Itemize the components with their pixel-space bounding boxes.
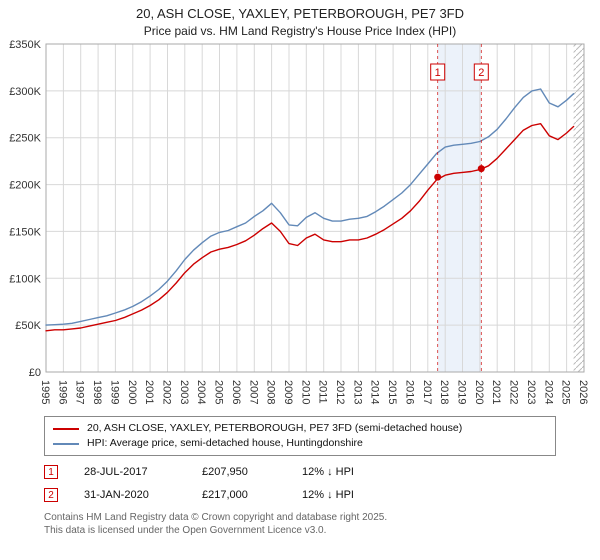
- sale-2-marker-box: 2: [44, 488, 58, 502]
- svg-text:1998: 1998: [91, 380, 103, 404]
- svg-text:1999: 1999: [108, 380, 120, 404]
- svg-text:2025: 2025: [560, 380, 572, 404]
- footer-line-2: This data is licensed under the Open Gov…: [44, 525, 327, 536]
- svg-text:2010: 2010: [299, 380, 311, 404]
- svg-text:£100K: £100K: [9, 273, 41, 285]
- page-subtitle: Price paid vs. HM Land Registry's House …: [143, 24, 457, 38]
- sale-point: [434, 173, 442, 181]
- legend-hpi-label: HPI: Average price, semi-detached house,…: [87, 437, 363, 449]
- svg-text:2003: 2003: [178, 380, 190, 404]
- svg-text:2017: 2017: [421, 380, 433, 404]
- svg-text:1997: 1997: [74, 380, 86, 404]
- sale-row-1: 1 28-JUL-2017 £207,950 12% ↓ HPI: [44, 465, 600, 479]
- price-history-chart: 1 2 £0 £50K £100K £150K £200K £250K £300K £350K 19…: [9, 39, 589, 404]
- svg-text:£250K: £250K: [9, 133, 41, 145]
- footer-line-1: Contains HM Land Registry data © Crown c…: [44, 512, 388, 523]
- svg-text:2000: 2000: [126, 380, 138, 404]
- svg-text:£350K: £350K: [9, 39, 41, 51]
- sales-table: 1 28-JUL-2017 £207,950 12% ↓ HPI 2 31-JA…: [0, 465, 600, 502]
- svg-text:2018: 2018: [438, 380, 450, 404]
- sale-2-price: £217,000: [202, 489, 248, 501]
- legend: 20, ASH CLOSE, YAXLEY, PETERBOROUGH, PE7…: [44, 416, 556, 456]
- svg-text:2026: 2026: [577, 380, 589, 404]
- between-sales-band: [437, 44, 482, 372]
- svg-text:2021: 2021: [490, 380, 502, 404]
- sale-point: [477, 165, 485, 173]
- svg-text:2014: 2014: [369, 380, 381, 404]
- svg-text:2012: 2012: [334, 380, 346, 404]
- legend-item-hpi: HPI: Average price, semi-detached house,…: [53, 436, 547, 451]
- svg-text:1995: 1995: [39, 380, 51, 404]
- svg-text:2008: 2008: [265, 380, 277, 404]
- sale-1-price: £207,950: [202, 466, 248, 478]
- svg-text:2015: 2015: [386, 380, 398, 404]
- page-title: 20, ASH CLOSE, YAXLEY, PETERBOROUGH, PE7…: [135, 6, 464, 21]
- svg-text:£50K: £50K: [15, 320, 41, 332]
- sale-flag: 1: [430, 63, 446, 81]
- svg-text:2016: 2016: [404, 380, 416, 404]
- svg-text:2022: 2022: [508, 380, 520, 404]
- svg-text:2011: 2011: [317, 380, 329, 404]
- svg-text:2005: 2005: [213, 380, 225, 404]
- svg-text:2004: 2004: [195, 380, 207, 404]
- sale-1-marker-box: 1: [44, 465, 58, 479]
- svg-text:2006: 2006: [230, 380, 242, 404]
- footer: Contains HM Land Registry data © Crown c…: [44, 511, 600, 537]
- grid: [45, 43, 585, 373]
- sale-1-vs-hpi: 12% ↓ HPI: [302, 466, 354, 478]
- svg-text:2007: 2007: [247, 380, 259, 404]
- sale-1-date: 28-JUL-2017: [84, 466, 148, 478]
- svg-text:2013: 2013: [351, 380, 363, 404]
- svg-text:1996: 1996: [56, 380, 68, 404]
- svg-text:2024: 2024: [542, 380, 554, 404]
- svg-text:£300K: £300K: [9, 86, 41, 98]
- sale-2-date: 31-JAN-2020: [84, 489, 149, 501]
- svg-text:2002: 2002: [161, 380, 173, 404]
- sale-2-vs-hpi: 12% ↓ HPI: [302, 489, 354, 501]
- plot-border: [45, 43, 585, 373]
- series-line-hpi: [45, 88, 575, 326]
- legend-item-property: 20, ASH CLOSE, YAXLEY, PETERBOROUGH, PE7…: [53, 421, 547, 436]
- hpi-line-swatch: [53, 442, 79, 445]
- svg-text:2009: 2009: [282, 380, 294, 404]
- svg-text:2020: 2020: [473, 380, 485, 404]
- svg-text:£150K: £150K: [9, 226, 41, 238]
- svg-text:2: 2: [478, 67, 484, 79]
- svg-text:2019: 2019: [456, 380, 468, 404]
- svg-text:2023: 2023: [525, 380, 537, 404]
- sale-flag: 2: [473, 63, 489, 81]
- property-line-swatch: [53, 427, 79, 430]
- svg-text:1: 1: [435, 67, 441, 79]
- future-hatch-region: [573, 44, 584, 372]
- svg-text:£0: £0: [29, 367, 41, 379]
- series-line-property: [45, 122, 575, 332]
- sale-row-2: 2 31-JAN-2020 £217,000 12% ↓ HPI: [44, 488, 600, 502]
- svg-text:£200K: £200K: [9, 180, 41, 192]
- chart-header: 20, ASH CLOSE, YAXLEY, PETERBOROUGH, PE7…: [0, 0, 600, 38]
- legend-property-label: 20, ASH CLOSE, YAXLEY, PETERBOROUGH, PE7…: [87, 422, 463, 434]
- svg-text:2001: 2001: [143, 380, 155, 404]
